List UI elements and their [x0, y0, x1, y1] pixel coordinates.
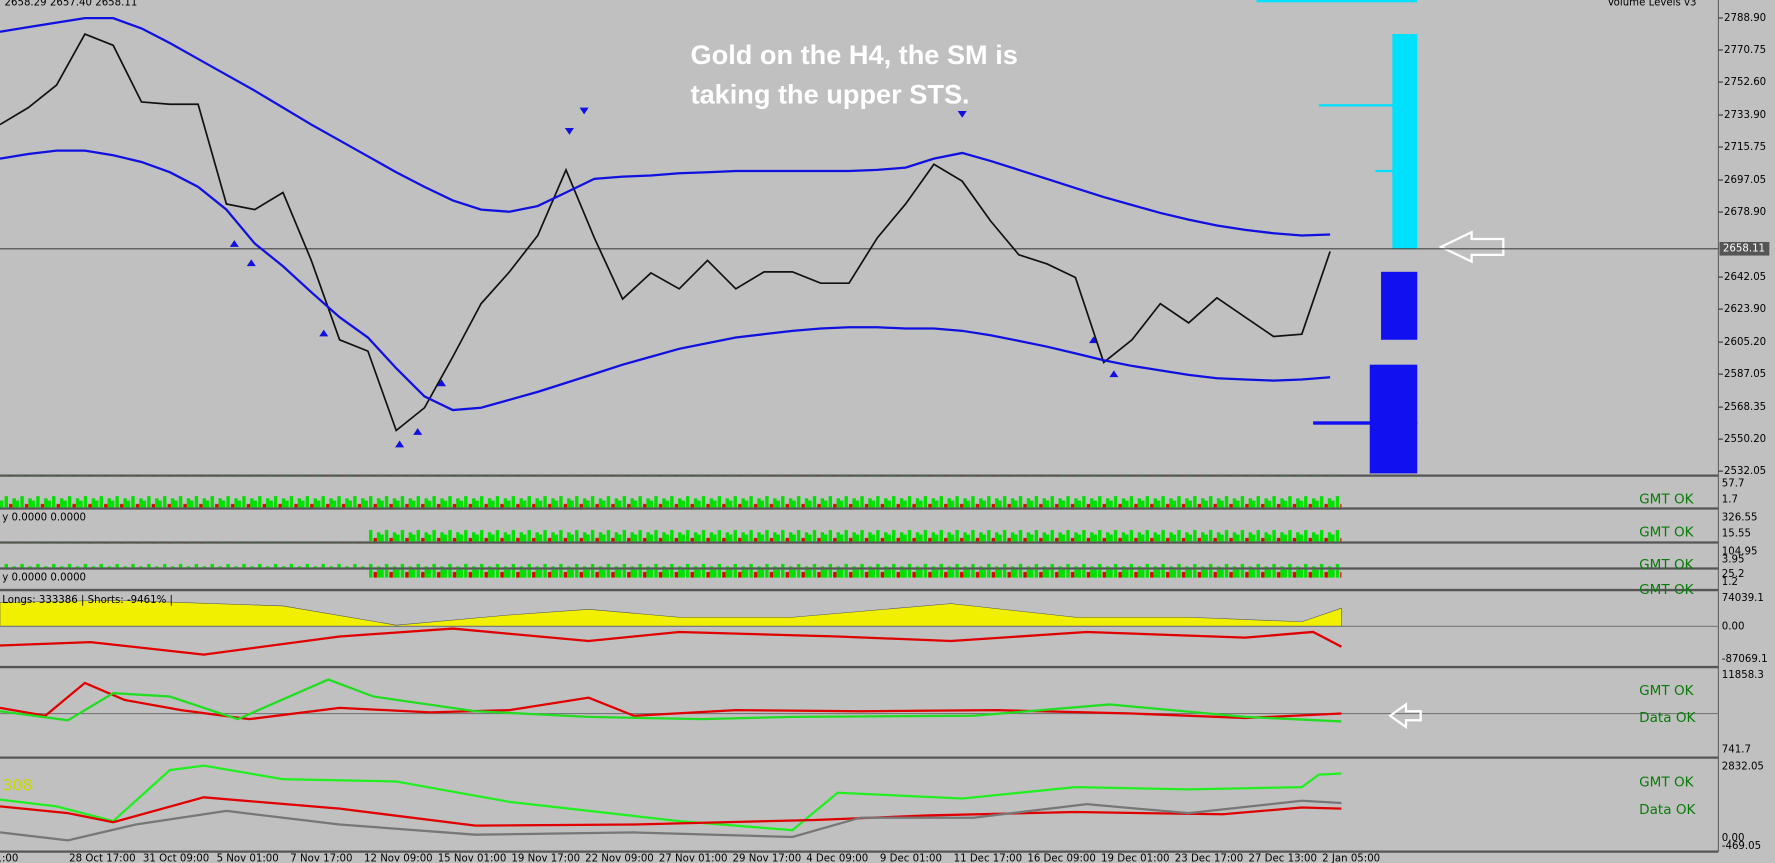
status-label: Data OK	[1639, 710, 1696, 726]
x-tick-label: 1:00	[0, 853, 18, 863]
volume-bars	[367, 569, 1342, 589]
volume-bars	[0, 543, 1342, 568]
panel-scale-label: 326.55	[1722, 513, 1758, 524]
y-tick-label: 2697.05	[1724, 175, 1766, 186]
x-tick-label: 12 Nov 09:00	[364, 853, 433, 863]
panel-scale-label: 3.95	[1722, 554, 1745, 565]
pointer-arrow	[1388, 702, 1422, 730]
panel-scale-label: 104.95	[1722, 547, 1758, 558]
x-tick-label: 19 Nov 17:00	[511, 853, 580, 863]
x-tick-label: 9 Dec 01:00	[880, 853, 942, 863]
y-tick-label: 2568.35	[1724, 402, 1766, 413]
annotation: Gold on the H4, the SM is	[691, 39, 1018, 70]
x-tick-label: 29 Nov 17:00	[733, 853, 802, 863]
y-tick-label: 2532.05	[1724, 466, 1766, 477]
status-label: GMT OK	[1639, 524, 1695, 540]
status-label: GMT OK	[1639, 683, 1695, 699]
pointer-arrow	[1438, 230, 1505, 264]
y-tick-label: 2752.60	[1724, 77, 1766, 88]
y-tick-label: 2678.90	[1724, 207, 1766, 218]
panel-scale-label: 74039.1	[1722, 593, 1764, 604]
y-tick-label: 2587.05	[1724, 369, 1766, 380]
y-tick-label: 2642.05	[1724, 272, 1766, 283]
x-tick-label: 7 Nov 17:00	[290, 853, 352, 863]
x-tick-label: 2 Jan 05:00	[1322, 853, 1380, 863]
panel-scale-label: 57.7	[1722, 479, 1745, 490]
panel-scale-label: -469.05	[1722, 841, 1761, 852]
current-price-box	[1719, 241, 1770, 256]
panel-scale-label: 0.00	[1722, 621, 1745, 632]
panel-scale-label: 741.7	[1722, 745, 1751, 756]
panel-label: Longs: 333386 | Shorts: -9461% |	[2, 595, 173, 606]
indicator-line	[0, 627, 1342, 656]
volume-profile	[1313, 271, 1418, 474]
status-label: GMT OK	[1639, 775, 1695, 791]
y-tick-label: 2715.75	[1724, 142, 1766, 153]
indicator-name: Volume Levels v3	[1607, 0, 1696, 8]
x-tick-label: 4 Dec 09:00	[806, 853, 868, 863]
panel-scale-label: -87069.1	[1722, 654, 1768, 665]
x-tick-label: 19 Dec 01:00	[1101, 853, 1169, 863]
panel-scale-label: 2832.05	[1722, 762, 1764, 773]
x-tick-label: 11 Dec 17:00	[954, 853, 1022, 863]
panel-label: y 0.0000 0.0000	[2, 573, 86, 584]
panel-scale-label: 1.2	[1722, 577, 1738, 588]
status-label: GMT OK	[1639, 491, 1695, 507]
volume-bars	[367, 509, 1342, 542]
y-tick-label: 2733.90	[1724, 110, 1766, 121]
panel-label: y 0.0000 0.0000	[2, 513, 86, 524]
x-tick-label: 27 Nov 01:00	[659, 853, 728, 863]
status-label: GMT OK	[1639, 582, 1695, 598]
panel-label: 308	[2, 775, 32, 794]
volume-profile-upper	[1256, 0, 1418, 250]
panel-scale-label: 25.2	[1722, 569, 1745, 580]
panel-scale-label: 1.7	[1722, 494, 1738, 505]
x-tick-label: 22 Nov 09:00	[585, 853, 654, 863]
indicator-line	[0, 764, 1342, 832]
header-info: 2658.29 2657.40 2658.11	[5, 0, 138, 8]
y-tick-label: 2623.90	[1724, 304, 1766, 315]
indicator-line	[0, 796, 1342, 827]
price-line	[0, 32, 1331, 432]
annotation: taking the upper STS.	[691, 78, 970, 109]
indicator-line	[0, 799, 1342, 842]
status-label: Data OK	[1639, 802, 1696, 818]
y-tick-label: 2550.20	[1724, 434, 1766, 445]
band-line	[0, 17, 1331, 237]
panel-scale-label: 15.55	[1722, 528, 1751, 539]
x-tick-label: 16 Dec 09:00	[1027, 853, 1095, 863]
x-tick-label: 5 Nov 01:00	[217, 853, 279, 863]
panel-scale-label: 0.00	[1722, 833, 1745, 844]
panel-scale-label: 11858.3	[1722, 670, 1764, 681]
x-tick-label: 28 Oct 17:00	[69, 853, 135, 863]
band-line	[0, 149, 1331, 412]
y-tick-label: 2770.75	[1724, 45, 1766, 56]
y-tick-label: 2788.90	[1724, 13, 1766, 24]
long-area	[0, 599, 1342, 627]
x-tick-label: 23 Dec 17:00	[1175, 853, 1243, 863]
x-tick-label: 27 Dec 13:00	[1248, 853, 1316, 863]
x-tick-label: 15 Nov 01:00	[438, 853, 507, 863]
x-tick-label: 31 Oct 09:00	[143, 853, 209, 863]
current-price-label: 2658.11	[1723, 244, 1765, 255]
y-tick-label: 2605.20	[1724, 337, 1766, 348]
volume-bars	[0, 475, 1342, 508]
indicator-line	[0, 678, 1342, 723]
status-label: GMT OK	[1639, 557, 1695, 573]
